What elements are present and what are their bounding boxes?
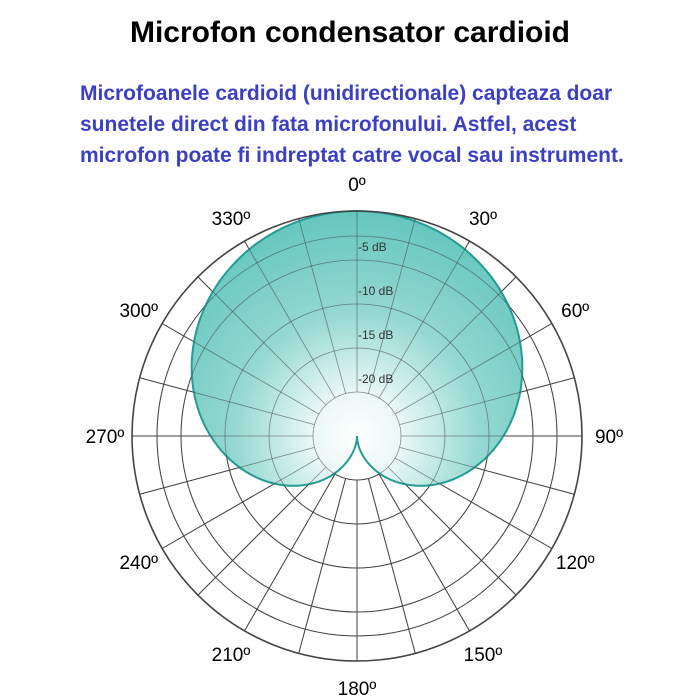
angle-spoke-overlay	[399, 377, 575, 425]
db-label: -5 dB	[358, 240, 387, 254]
angle-spoke-overlay	[161, 457, 320, 549]
outer-ring	[131, 210, 583, 662]
angle-spoke-overlay	[368, 478, 416, 654]
angle-spoke-overlay	[139, 447, 315, 495]
angle-labels: 0º 30º 60º 90º 120º 150º 180º 210º 240º 270º 300º 3…	[86, 175, 623, 700]
angle-spoke-overlay	[197, 276, 327, 406]
angle-label: 120º	[556, 553, 595, 574]
angle-label: 240º	[119, 553, 158, 574]
angle-label: 150º	[464, 645, 503, 666]
angle-label: 30º	[469, 209, 497, 230]
db-label: -10 dB	[358, 284, 393, 298]
db-scale-labels: -5 dB -10 dB -15 dB -20 dB	[358, 240, 393, 386]
angle-spoke-overlay	[394, 323, 553, 415]
angle-spoke-overlay	[139, 377, 315, 425]
description-text: Microfoanele cardioid (unidirectionale) …	[80, 82, 624, 167]
angle-spoke-overlay	[394, 457, 553, 549]
angle-label: 0º	[348, 175, 366, 196]
angle-label: 180º	[338, 679, 377, 700]
angle-spoke-overlay	[387, 276, 517, 406]
angle-spoke-overlay	[387, 466, 517, 596]
db-label: -20 dB	[358, 372, 393, 386]
angle-spoke-overlay	[378, 473, 470, 632]
angle-spoke-overlay	[244, 240, 336, 399]
pattern-grid-overlay	[132, 211, 582, 661]
angle-label: 270º	[86, 427, 125, 448]
angle-label: 330º	[212, 209, 251, 230]
angle-spoke-overlay	[244, 473, 336, 632]
angle-spoke-overlay	[298, 478, 346, 654]
db-label: -15 dB	[358, 328, 393, 342]
angle-label: 300º	[119, 301, 158, 322]
angle-spoke-overlay	[368, 218, 416, 394]
angle-spoke-overlay	[378, 240, 470, 399]
angle-spoke-overlay	[161, 323, 320, 415]
angle-label: 60º	[561, 301, 589, 322]
angle-spoke-overlay	[197, 466, 327, 596]
angle-label: 210º	[212, 645, 251, 666]
page-title: Microfon condensator cardioid	[129, 16, 571, 49]
angle-spoke-overlay	[298, 218, 346, 394]
angle-spoke-overlay	[399, 447, 575, 495]
angle-label: 90º	[595, 427, 623, 448]
